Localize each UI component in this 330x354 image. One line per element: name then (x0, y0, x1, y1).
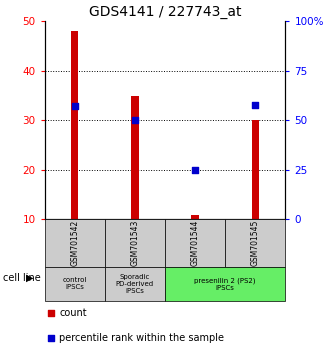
Point (192, 167, 198, 173)
Text: count: count (59, 308, 87, 318)
Bar (225, 219, 285, 267)
Point (253, 102, 258, 107)
Bar (165, 219, 225, 267)
Text: GSM701544: GSM701544 (191, 220, 200, 266)
Text: percentile rank within the sample: percentile rank within the sample (59, 333, 224, 343)
Point (48, 335, 53, 341)
Bar (105, 267, 165, 301)
Text: presenilin 2 (PS2)
iPSCs: presenilin 2 (PS2) iPSCs (194, 277, 256, 291)
Bar (191, 215, 199, 219)
Text: GSM701542: GSM701542 (70, 220, 79, 266)
Point (132, 118, 138, 123)
Bar (45, 219, 105, 267)
Point (72, 104, 77, 109)
Text: GSM701543: GSM701543 (130, 220, 139, 266)
Title: GDS4141 / 227743_at: GDS4141 / 227743_at (89, 5, 241, 19)
Text: ▶: ▶ (26, 273, 33, 283)
Bar (105, 219, 165, 267)
Bar (165, 267, 285, 301)
Text: GSM701545: GSM701545 (251, 220, 260, 266)
Text: Sporadic
PD-derived
iPSCs: Sporadic PD-derived iPSCs (116, 274, 154, 294)
Text: cell line: cell line (3, 273, 41, 283)
Text: control
IPSCs: control IPSCs (62, 277, 87, 290)
Bar (45, 267, 105, 301)
Bar (131, 96, 139, 219)
Bar (71, 31, 78, 219)
Point (48, 310, 53, 316)
Bar (252, 120, 259, 219)
